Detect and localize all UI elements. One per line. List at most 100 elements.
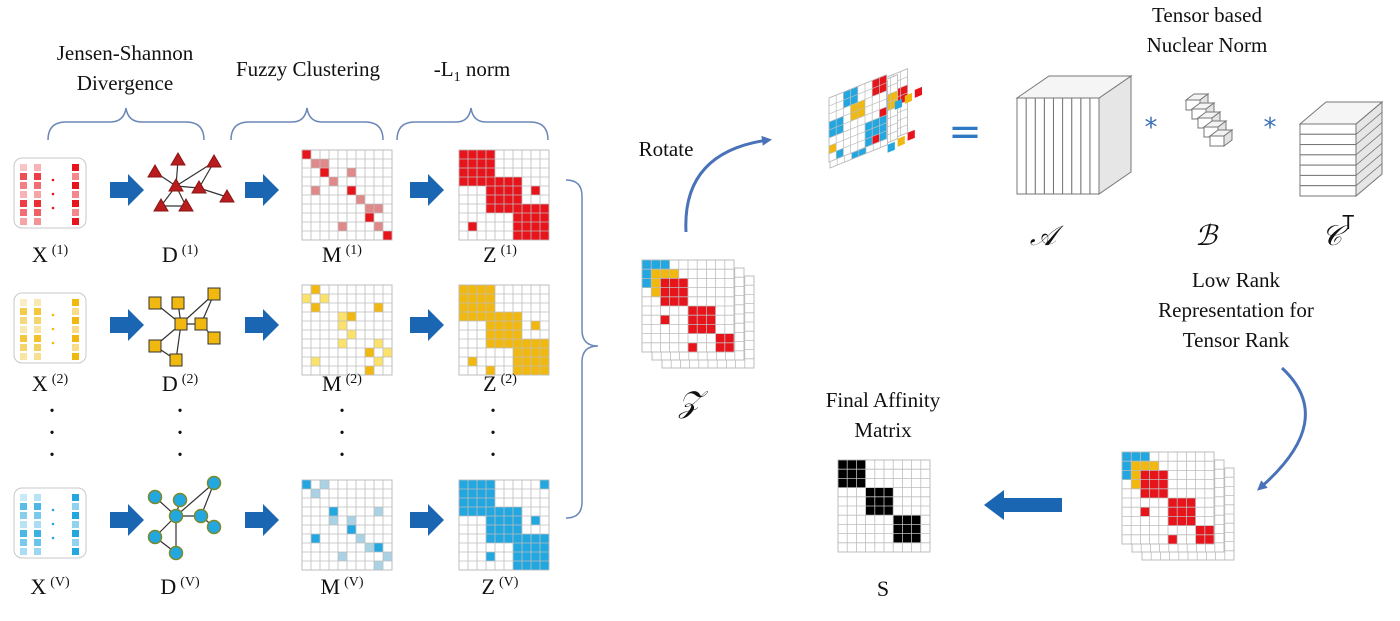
x-feature-cell: [72, 326, 79, 333]
brace-jsd: [47, 107, 205, 141]
z-matrix-cell: [513, 330, 522, 339]
cube-c-sideline: [1355, 111, 1383, 135]
z-matrix-cell: [531, 543, 540, 552]
rotated-grid-cell: [904, 92, 913, 104]
rotated-tensor: [828, 68, 923, 169]
fuzzy-matrix-cell: [338, 552, 347, 561]
z-matrix-cell: [513, 195, 522, 204]
rotated-front-grid-cell: [850, 94, 858, 106]
x-feature-cell: [20, 521, 27, 528]
x-feature-cell: [34, 539, 41, 546]
circle-node: [206, 475, 222, 491]
z-slice-0-cell: [651, 269, 661, 279]
x-feature-cell: [72, 200, 79, 207]
z-slice-0-cell: [660, 315, 670, 325]
z-matrix-cell: [486, 312, 495, 321]
tensor-c-label: 𝒞T: [1322, 212, 1355, 252]
rotated-grid-cell: [900, 84, 908, 96]
rotated-front-grid-cell: [829, 143, 837, 154]
x-feature-cell: [34, 344, 41, 351]
z-label-base: Z: [482, 574, 495, 599]
rotated-front-grid-cell: [865, 128, 873, 140]
z-matrix-cell: [531, 366, 540, 375]
z-matrix-cell: [522, 204, 531, 213]
x-feature-cell: [34, 209, 41, 216]
x-feature-cell: [20, 530, 27, 537]
z-matrix-cell: [504, 186, 513, 195]
d-label: D (2): [162, 371, 199, 396]
flow-arrow: [410, 174, 444, 206]
z-matrix-cell: [495, 525, 504, 534]
z-matrix-cell: [513, 357, 522, 366]
s-grid-cell: [847, 460, 857, 470]
cube-c-sideline: [1355, 163, 1383, 187]
res-slice-0-cell: [1140, 507, 1150, 517]
x-feature-cell: [20, 173, 27, 180]
x-feature-cell: [72, 218, 79, 225]
z-matrix-cell: [486, 516, 495, 525]
x-feature-cell: [20, 209, 27, 216]
z-matrix-cell: [486, 294, 495, 303]
rotated-front-grid-hline: [829, 106, 887, 131]
x-feature-cell: [34, 317, 41, 324]
rotated-front-grid-cell: [857, 99, 866, 111]
z-matrix-cell: [531, 186, 540, 195]
z-matrix-cell: [522, 552, 531, 561]
x-feature-cell: [20, 344, 27, 351]
x-feature-cell: [20, 317, 27, 324]
fuzzy-matrix-cell: [311, 357, 320, 366]
d-label-sup: (2): [182, 372, 199, 387]
equals-sign: =: [948, 109, 982, 155]
ellipsis-dots: ············: [47, 396, 497, 471]
z-matrix-cell: [459, 168, 468, 177]
flow-arrow: [110, 309, 144, 341]
z-matrix-cell: [513, 186, 522, 195]
z-matrix: [458, 284, 550, 376]
m-label-sup: (V): [344, 575, 364, 590]
square-node: [148, 296, 162, 310]
res-slice-0-cell: [1204, 534, 1214, 544]
s-grid-cell: [874, 496, 884, 506]
x-feature-cell: [72, 521, 79, 528]
x-feature-cell: [20, 164, 27, 171]
z-matrix-cell: [486, 177, 495, 186]
rotated-front-grid-hline: [829, 122, 887, 147]
rotated-front-grid-cell: [857, 107, 866, 119]
z-matrix-cell: [477, 168, 486, 177]
s-grid-cell: [911, 515, 921, 525]
cube-c-sideline: [1355, 142, 1383, 166]
square-node: [148, 339, 162, 353]
x-label-base: X: [30, 574, 46, 599]
cube-c-sideline: [1355, 122, 1383, 145]
rotated-front-grid-cell: [843, 89, 851, 101]
ellipsis-dot: ·: [47, 440, 56, 471]
fuzzy-matrix-cell: [338, 312, 347, 321]
z-slice-0-cell: [651, 287, 661, 297]
z-matrix-cell: [504, 330, 513, 339]
z-matrix-cell: [477, 303, 486, 312]
s-grid-cell: [838, 478, 848, 488]
triangle-node: [178, 198, 194, 212]
circle-node: [147, 489, 163, 505]
res-slice-0-cell: [1186, 498, 1196, 508]
z-matrix-cell: [522, 357, 531, 366]
res-slice-0-cell: [1122, 452, 1132, 462]
d-label: D (V): [160, 574, 200, 599]
res-slice-0-cell: [1168, 498, 1178, 508]
res-slice-0-cell: [1158, 488, 1168, 498]
x-feature-cell: [20, 200, 27, 207]
z-matrix: [458, 149, 550, 241]
view-rows: X (1) D (1) M (1) Z (1) X (2) D (2) M (2) Z (2) X (V) D (V)…: [13, 149, 550, 599]
z-matrix-cell: [459, 489, 468, 498]
s-grid-cell: [865, 506, 875, 516]
x-feature-cell: [34, 182, 41, 189]
z-matrix-cell: [540, 348, 549, 357]
fuzzy-matrix-cell: [302, 294, 311, 303]
x-dot: [51, 327, 55, 331]
z-matrix-cell: [495, 186, 504, 195]
x-dot: [51, 508, 55, 512]
z-matrix-cell: [513, 525, 522, 534]
cube-c-sideline: [1355, 153, 1383, 176]
header-l1-norm: -L1 norm: [434, 57, 510, 85]
x-dot: [51, 192, 55, 196]
